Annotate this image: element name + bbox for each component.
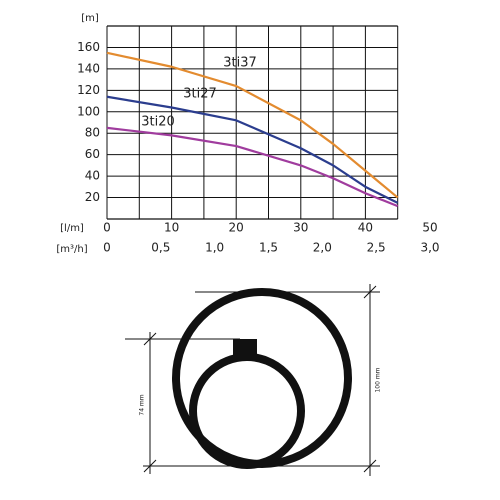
series-line	[106, 95, 399, 204]
y-tick-label: 140	[77, 61, 100, 75]
y-tick-label: 120	[77, 83, 100, 97]
inner-circle	[189, 353, 305, 469]
x2-tick-label: 0	[103, 241, 111, 255]
tick-mark	[363, 285, 377, 299]
x2-tick-label: 1,0	[205, 241, 224, 255]
series-label: 3ti20	[141, 115, 175, 130]
x-tick-label: 20	[229, 221, 244, 235]
series-label: 3ti37	[223, 56, 257, 71]
series-label: 3ti27	[183, 87, 217, 102]
outer-dimension-label: 100 mm	[375, 367, 382, 392]
y-axis-label: [m]	[81, 13, 99, 24]
x-tick-label: 0	[103, 221, 111, 235]
y-tick-label: 60	[85, 147, 100, 161]
x2-tick-label: 2,0	[313, 241, 332, 255]
x2-axis-label: [m³/h]	[56, 244, 87, 255]
y-tick-label: 80	[85, 126, 100, 140]
inner-dimension-label: 74 mm	[139, 394, 146, 415]
x-axis-label: [l/m]	[60, 223, 84, 234]
series-line	[106, 126, 399, 208]
key	[233, 339, 257, 355]
x-tick-label: 30	[293, 221, 308, 235]
x-tick-label: 50	[422, 221, 437, 235]
x-tick-label: 40	[358, 221, 373, 235]
x2-tick-label: 1,5	[259, 241, 278, 255]
tick-mark	[363, 459, 377, 473]
y-tick-label: 160	[77, 40, 100, 54]
tick-mark	[143, 459, 157, 473]
y-tick-label: 40	[85, 169, 100, 183]
x2-tick-label: 2,5	[367, 241, 386, 255]
x2-tick-label: 3,0	[420, 241, 439, 255]
y-tick-label: 100	[77, 104, 100, 118]
x2-tick-label: 0,5	[151, 241, 170, 255]
tick-mark	[143, 332, 157, 346]
series-line	[106, 51, 399, 199]
y-tick-label: 20	[85, 190, 100, 204]
x-tick-label: 10	[164, 221, 179, 235]
pipe-diagram	[125, 284, 380, 476]
